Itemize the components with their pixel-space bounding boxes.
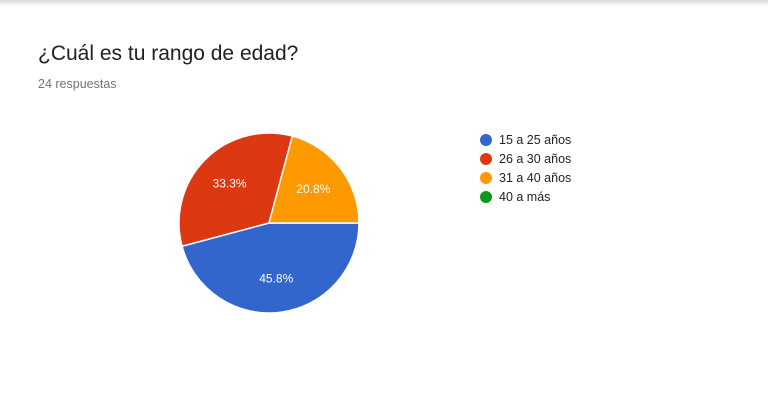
legend-dot-icon: [480, 133, 492, 146]
legend-label: 31 a 40 años: [499, 170, 572, 185]
response-count: 24 respuestas: [38, 77, 117, 91]
legend-label: 40 a más: [499, 189, 551, 204]
legend-item-3[interactable]: 31 a 40 años: [480, 168, 571, 187]
legend-label: 15 a 25 años: [499, 132, 572, 147]
chart-legend: 15 a 25 años 26 a 30 años 31 a 40 años 40 a…: [480, 130, 571, 206]
legend-dot-icon: [480, 152, 492, 165]
legend-dot-icon: [480, 190, 492, 203]
slice-label-2: 33.3%: [213, 177, 247, 191]
pie-slice-1[interactable]: [181, 222, 360, 314]
top-shadow: [0, 0, 768, 6]
pie-slice-3[interactable]: [268, 135, 360, 224]
question-title: ¿Cuál es tu rango de edad?: [38, 42, 299, 65]
slice-label-1: 45.8%: [259, 271, 293, 285]
pie-slice-2[interactable]: [178, 132, 294, 248]
legend-dot-icon: [480, 171, 492, 184]
legend-item-4[interactable]: 40 a más: [480, 187, 571, 206]
slice-label-3: 20.8%: [296, 182, 330, 196]
legend-label: 26 a 30 años: [499, 151, 572, 166]
legend-item-1[interactable]: 15 a 25 años: [480, 130, 571, 149]
legend-item-2[interactable]: 26 a 30 años: [480, 149, 571, 168]
